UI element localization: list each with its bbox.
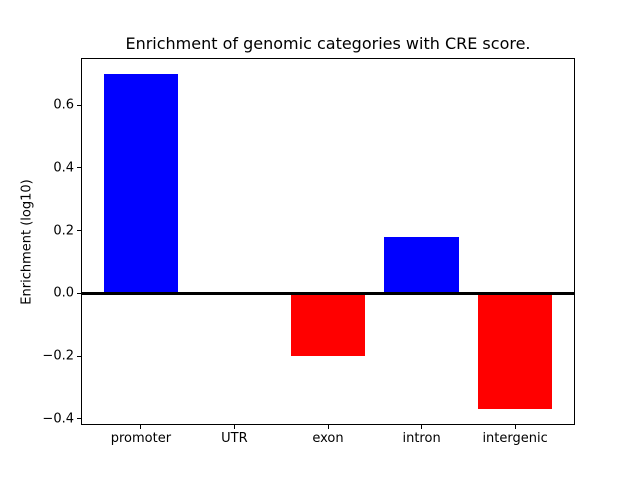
zero-line <box>81 292 575 295</box>
y-tick-mark <box>77 167 81 169</box>
x-tick-mark <box>327 425 329 429</box>
bar-exon <box>290 293 366 356</box>
y-tick-label: −0.2 <box>42 348 74 364</box>
y-tick-label: 0.2 <box>53 223 74 238</box>
bar-intron <box>384 236 459 294</box>
y-tick-mark <box>77 104 81 106</box>
x-tick-mark <box>514 425 516 429</box>
y-tick-mark <box>77 355 81 357</box>
x-tick-label-intergenic: intergenic <box>482 431 548 446</box>
chart-title: Enrichment of genomic categories with CR… <box>125 34 531 53</box>
x-tick-label-exon: exon <box>312 431 344 446</box>
bar-intergenic <box>477 293 553 410</box>
y-tick-mark <box>77 292 81 294</box>
x-tick-mark <box>421 425 423 429</box>
x-tick-label-intron: intron <box>402 431 441 446</box>
y-tick-mark <box>77 230 81 231</box>
bar-promoter <box>103 73 179 294</box>
x-tick-mark <box>140 425 142 429</box>
x-tick-label-promoter: promoter <box>110 431 172 446</box>
y-tick-label: 0.0 <box>53 285 74 301</box>
x-tick-mark <box>233 425 235 429</box>
y-tick-label: 0.4 <box>53 160 74 176</box>
y-tick-label: 0.6 <box>53 97 74 113</box>
y-tick-mark <box>77 418 81 420</box>
x-tick-label-UTR: UTR <box>221 431 248 446</box>
y-tick-label: −0.4 <box>42 411 74 427</box>
